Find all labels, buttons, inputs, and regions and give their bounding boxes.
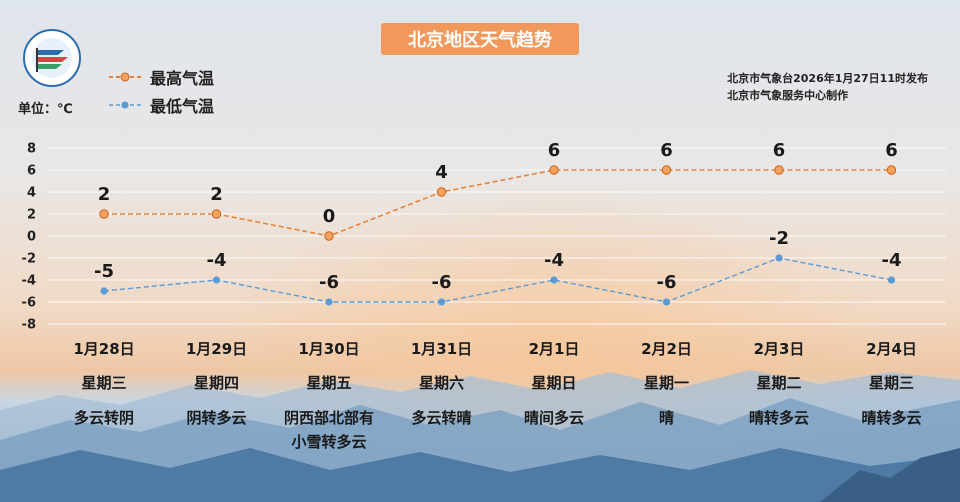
day-weather: 多云转阴 [73,409,134,427]
unit-label: 单位：℃ [18,102,73,117]
issuer-line-2: 北京市气象服务中心制作 [727,89,849,102]
y-tick-label: -2 [22,252,36,267]
high-temp-label: 6 [660,140,673,161]
issuer-info: 北京市气象台2026年1月27日11时发布 北京市气象服务中心制作 [727,70,928,104]
y-tick-label: 0 [27,230,36,245]
near-mountains [0,448,960,502]
day-weather: 多云转晴 [411,409,472,427]
y-tick-label: 6 [27,164,36,179]
low-temp-line [103,257,892,303]
page-title: 北京地区天气趋势 [381,23,579,55]
low-temp-point [662,298,671,306]
day-weekday: 星期日 [531,374,577,392]
chart-series: 2 2 0 4 6 6 6 6 -5 -4 -6 -6 -4 -6 -2 -4 [94,140,902,306]
high-temp-point [661,165,672,175]
high-temp-point [99,209,109,219]
day-weather: 晴转多云 [748,409,809,427]
issuer-line-1: 北京市气象台2026年1月27日11时发布 [727,72,928,85]
low-temp-label: -5 [94,261,114,282]
high-temp-label: 4 [435,162,448,183]
low-temp-point [887,276,896,284]
low-temp-label: -4 [207,250,227,271]
low-temp-point [437,298,446,306]
legend-high: 最高气温 [108,65,214,89]
low-temp-label: -4 [882,250,902,271]
y-tick-label: 4 [27,186,36,201]
day-date: 2月3日 [753,340,805,358]
day-date: 2月4日 [866,340,917,358]
high-temp-point [886,165,897,175]
day-weather: 晴 [658,409,674,427]
low-temp-label: -2 [769,228,789,249]
legend-low-swatch [109,101,141,109]
day-date: 2月1日 [528,340,580,358]
y-tick-label: 8 [27,142,36,157]
high-temp-label: 2 [98,184,111,205]
foreground-ridge [820,448,960,502]
low-temp-label: -6 [319,272,339,293]
day-weekday: 星期一 [643,374,689,392]
legend-low-label: 最低气温 [150,97,215,116]
legend-low: 最低气温 [108,93,214,117]
y-axis: 8 6 4 2 0 -2 -4 -6 -8 [22,142,36,333]
y-tick-label: -4 [22,274,36,289]
low-temp-point [100,287,108,295]
low-temp-point [775,254,783,262]
day-weekday: 星期六 [418,374,464,392]
high-temp-label: 6 [885,140,898,161]
day-weekday: 星期三 [81,374,127,392]
high-temp-line [104,169,892,237]
day-weather: 晴转多云 [861,409,922,427]
day-date: 1月28日 [73,340,135,358]
day-weekday: 星期三 [868,374,914,392]
day-date: 1月29日 [185,340,248,358]
legend-high-swatch [109,72,141,82]
y-tick-label: -8 [22,318,36,333]
high-temp-point [549,165,559,175]
day-weather: 阴转多云 [186,409,247,427]
low-temp-label: -6 [432,272,452,293]
low-temp-point [550,276,558,284]
high-temp-point [774,165,784,175]
high-temp-point [211,209,222,219]
day-date: 1月30日 [298,340,360,358]
high-temp-label: 0 [323,206,336,227]
y-tick-label: 2 [27,208,36,223]
high-temp-label: 6 [548,140,561,161]
day-weekday: 星期四 [193,374,239,392]
meteorological-logo [23,29,81,87]
day-weekday: 星期五 [306,374,352,392]
low-temp-label: -6 [657,272,677,293]
day-weekday: 星期二 [756,374,802,392]
low-temp-point [212,276,221,284]
low-temp-point [325,298,333,306]
legend-high-label: 最高气温 [150,69,215,88]
low-temp-label: -4 [544,250,564,271]
high-temp-point [324,231,334,241]
day-weather: 晴间多云 [523,409,584,427]
high-temp-point [436,187,447,197]
day-weather: 阴西部北部有小雪转多云 [283,409,374,451]
day-date: 1月31日 [410,340,473,358]
high-temp-label: 2 [210,184,223,205]
high-temp-label: 6 [773,140,786,161]
chart-grid [48,147,946,325]
y-tick-label: -6 [22,296,36,311]
day-date: 2月2日 [641,340,692,358]
